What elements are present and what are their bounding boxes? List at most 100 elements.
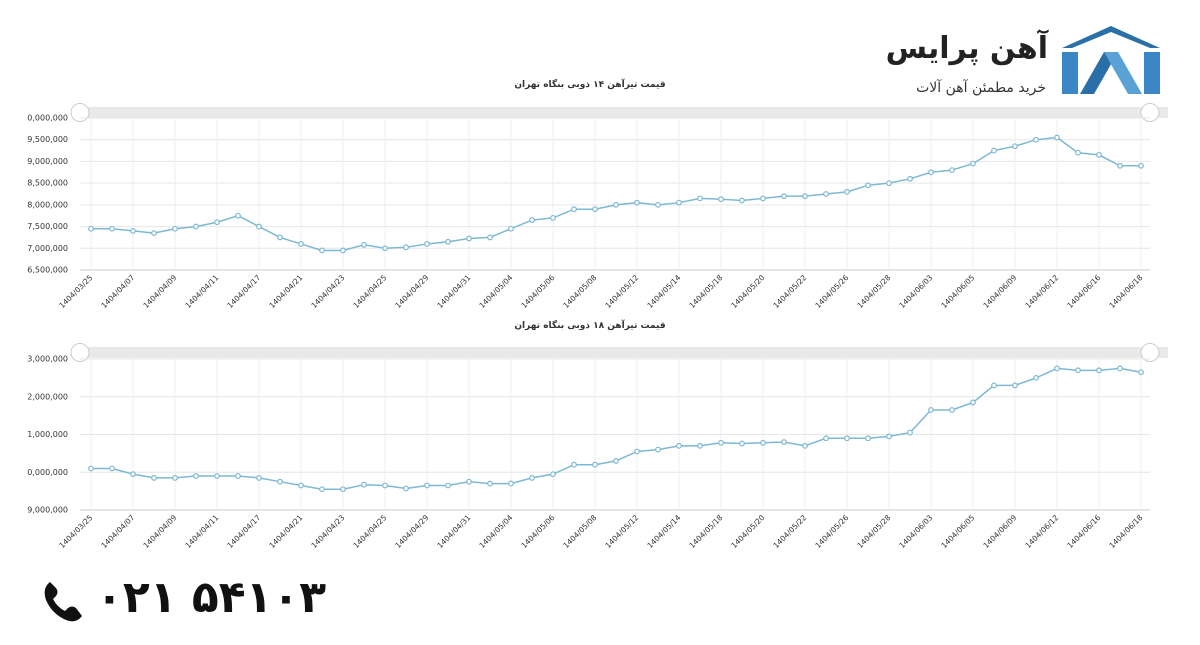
marker xyxy=(739,440,745,447)
marker xyxy=(298,241,304,247)
marker xyxy=(886,433,892,440)
marker xyxy=(613,201,619,208)
x-tick-label: 1404/05/08 xyxy=(561,273,598,310)
marker xyxy=(781,439,787,445)
x-tick-label: 1404/04/25 xyxy=(351,273,388,310)
x-tick-label: 1404/06/12 xyxy=(1023,513,1060,550)
y-tick-label: 9,500,000 xyxy=(27,135,68,144)
marker xyxy=(508,480,514,487)
x-tick-label: 1404/04/31 xyxy=(435,513,472,550)
marker xyxy=(1033,136,1039,143)
marker xyxy=(172,475,178,481)
marker xyxy=(760,439,766,446)
marker xyxy=(1075,149,1081,156)
marker xyxy=(487,480,493,487)
chart-title: قیمت تیرآهن ۱۸ ذوبی بنگاه تهران xyxy=(514,319,665,331)
x-tick-label: 1404/05/06 xyxy=(519,273,556,310)
marker xyxy=(88,465,94,472)
marker xyxy=(214,473,220,479)
x-tick-label: 1404/05/14 xyxy=(645,513,682,550)
y-tick-label: 7,500,000 xyxy=(27,222,68,231)
marker xyxy=(655,201,661,208)
marker xyxy=(1117,162,1123,169)
marker xyxy=(550,214,556,221)
marker xyxy=(361,241,367,248)
x-tick-label: 1404/05/20 xyxy=(729,273,766,310)
x-tick-label: 1404/06/16 xyxy=(1065,273,1102,310)
marker xyxy=(991,382,997,389)
marker xyxy=(991,147,997,154)
x-tick-label: 1404/06/05 xyxy=(939,513,976,550)
x-tick-label: 1404/05/20 xyxy=(729,513,766,550)
marker xyxy=(697,195,703,202)
marker xyxy=(655,446,661,453)
x-tick-label: 1404/05/22 xyxy=(771,273,808,310)
marker xyxy=(109,225,115,232)
x-tick-label: 1404/05/12 xyxy=(603,513,640,550)
marker xyxy=(634,448,640,455)
x-tick-label: 1404/04/07 xyxy=(99,513,136,550)
marker xyxy=(592,206,598,213)
brand-slogan: خرید مطمئن آهن آلات xyxy=(916,79,1046,96)
x-tick-label: 1404/04/07 xyxy=(99,273,136,310)
marker xyxy=(1096,367,1102,374)
x-tick-label: 1404/05/04 xyxy=(477,513,514,550)
marker xyxy=(424,482,430,489)
x-tick-label: 1404/04/11 xyxy=(183,513,220,550)
marker xyxy=(802,442,808,449)
logo-icon xyxy=(1062,26,1160,94)
x-tick-label: 1404/06/16 xyxy=(1065,513,1102,550)
marker xyxy=(907,429,913,436)
x-tick-label: 1404/04/21 xyxy=(267,513,304,550)
scroll-handle xyxy=(1140,343,1160,362)
marker xyxy=(151,475,157,481)
marker xyxy=(88,225,94,232)
x-tick-label: 1404/04/29 xyxy=(393,273,430,310)
marker xyxy=(529,475,535,481)
marker xyxy=(1075,367,1081,374)
y-tick-label: 8,500,000 xyxy=(27,179,68,188)
marker xyxy=(319,247,325,254)
marker xyxy=(445,238,451,245)
marker xyxy=(508,225,514,232)
marker xyxy=(1138,162,1144,169)
marker xyxy=(403,485,409,492)
x-tick-label: 1404/04/31 xyxy=(435,273,472,310)
x-tick-label: 1404/04/23 xyxy=(309,273,346,310)
scrollbar xyxy=(80,347,1168,358)
x-tick-label: 1404/04/09 xyxy=(141,273,178,310)
marker xyxy=(403,244,409,251)
marker xyxy=(928,169,934,176)
marker xyxy=(823,191,829,197)
marker xyxy=(1054,134,1060,141)
marker xyxy=(130,471,136,478)
brand-card xyxy=(880,0,1200,116)
marker xyxy=(382,245,388,252)
x-tick-label: 1404/05/28 xyxy=(855,273,892,310)
marker xyxy=(739,197,745,204)
x-tick-label: 1404/06/18 xyxy=(1107,513,1144,550)
y-tick-label: 2,000,000 xyxy=(27,392,68,401)
marker xyxy=(823,435,829,442)
marker xyxy=(193,473,199,479)
x-tick-label: 1404/05/06 xyxy=(519,513,556,550)
marker xyxy=(634,199,640,206)
marker xyxy=(676,442,682,449)
marker xyxy=(613,458,619,464)
x-tick-label: 1404/05/12 xyxy=(603,273,640,310)
marker xyxy=(970,399,976,406)
marker xyxy=(844,435,850,442)
x-tick-label: 1404/06/03 xyxy=(897,513,934,550)
marker xyxy=(1033,374,1039,381)
marker xyxy=(907,175,913,182)
x-tick-label: 1404/05/28 xyxy=(855,513,892,550)
y-tick-label: 1,000,000 xyxy=(27,430,68,439)
marker xyxy=(592,461,598,468)
marker xyxy=(130,228,136,234)
x-tick-label: 1404/06/03 xyxy=(897,273,934,310)
marker xyxy=(760,195,766,202)
marker xyxy=(718,439,724,446)
x-tick-label: 1404/06/12 xyxy=(1023,273,1060,310)
x-tick-label: 1404/06/09 xyxy=(981,513,1018,550)
